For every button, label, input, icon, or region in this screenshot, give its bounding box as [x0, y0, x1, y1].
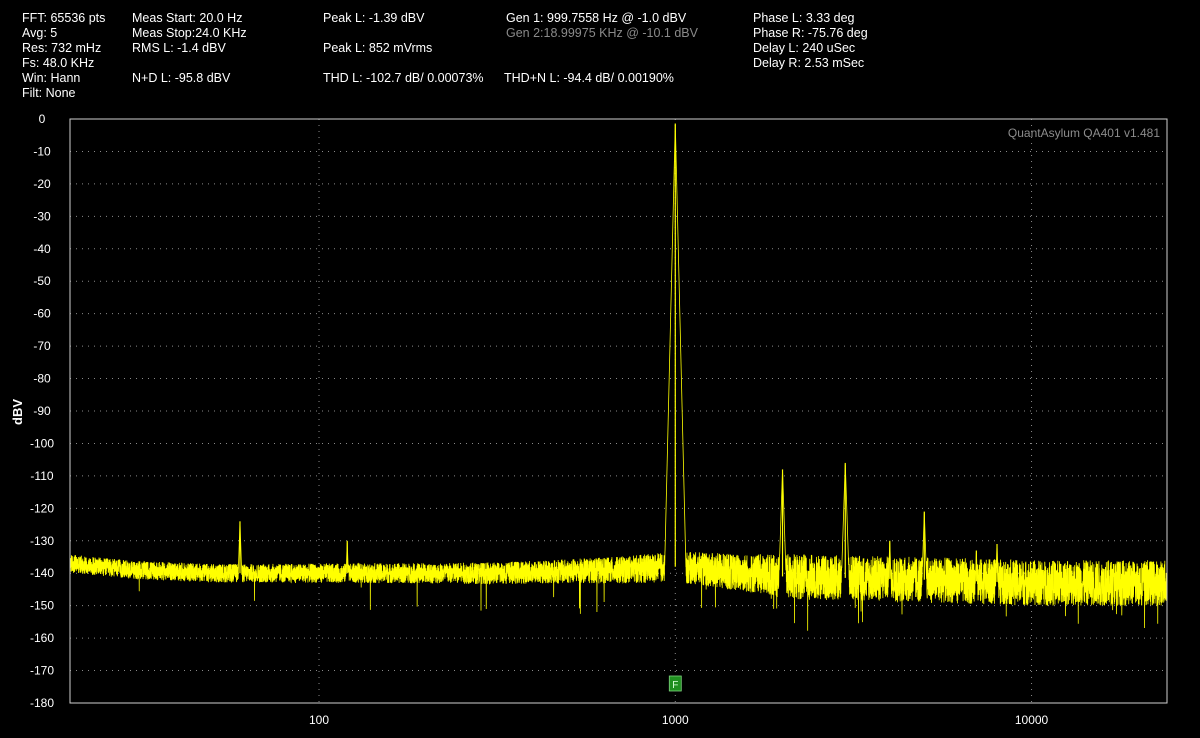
y-tick-label: -100: [30, 436, 54, 450]
brand-label: QuantAsylum QA401 v1.481: [1008, 126, 1160, 140]
phase-right-readout: Phase R: -75.76 deg: [753, 26, 868, 40]
gen1-readout: Gen 1: 999.7558 Hz @ -1.0 dBV: [506, 11, 687, 25]
gen2-readout: Gen 2:18.99975 KHz @ -10.1 dBV: [506, 26, 698, 40]
meas-start-readout: Meas Start: 20.0 Hz: [132, 11, 243, 25]
phase-left-readout: Phase L: 3.33 deg: [753, 11, 855, 25]
plot-frame: [69, 118, 1168, 704]
fft-size-readout: FFT: 65536 pts: [22, 11, 106, 25]
x-tick-label: 1000: [662, 713, 689, 727]
thdn-left-readout: THD+N L: -94.4 dB/ 0.00190%: [504, 71, 674, 85]
y-tick-label: -20: [33, 177, 51, 191]
plot-grid: [70, 118, 1167, 704]
y-tick-label: -110: [30, 469, 53, 483]
y-tick-label: -160: [30, 631, 54, 645]
y-tick-label: -30: [33, 209, 51, 223]
y-tick-label: -90: [33, 404, 51, 418]
rms-left-readout: RMS L: -1.4 dBV: [132, 41, 226, 55]
window-readout: Win: Hann: [22, 71, 81, 85]
marker-box[interactable]: [668, 675, 682, 692]
x-tick-label: 10000: [1015, 713, 1049, 727]
peak-left-mv-readout: Peak L: 852 mVrms: [323, 41, 433, 55]
y-tick-label: -130: [30, 534, 54, 548]
sample-rate-readout: Fs: 48.0 KHz: [22, 56, 95, 70]
y-axis-label: dBV: [10, 399, 25, 425]
y-tick-label: -140: [30, 566, 54, 580]
x-tick-label: 100: [309, 713, 329, 727]
axis-ticks: 0 -10 -20 -30 -40 -50 -60 -70 -80 -90 -100 -110 -120…: [30, 112, 1049, 727]
y-tick-label: 0: [39, 112, 46, 126]
y-tick-label: -80: [33, 372, 51, 386]
delay-right-readout: Delay R: 2.53 mSec: [753, 56, 865, 70]
left-channel-trace: [69, 124, 1168, 631]
filter-readout: Filt: None: [22, 86, 76, 100]
harmonic-peaks: [239, 123, 998, 582]
marker-label: F: [672, 680, 678, 691]
y-tick-label: -180: [30, 696, 54, 710]
y-tick-label: -120: [30, 501, 54, 515]
frequency-marker[interactable]: F: [668, 675, 682, 692]
y-tick-label: -70: [33, 339, 51, 353]
peak-left-dbv-readout: Peak L: -1.39 dBV: [323, 11, 425, 25]
averages-readout: Avg: 5: [22, 26, 58, 40]
y-tick-label: -40: [33, 242, 51, 256]
y-tick-label: -170: [30, 664, 54, 678]
y-tick-label: -150: [30, 599, 54, 613]
thd-left-readout: THD L: -102.7 dB/ 0.00073%: [323, 71, 484, 85]
meas-stop-readout: Meas Stop:24.0 KHz: [132, 26, 247, 40]
delay-left-readout: Delay L: 240 uSec: [753, 41, 856, 55]
noise-distortion-readout: N+D L: -95.8 dBV: [132, 71, 231, 85]
y-tick-label: -50: [33, 274, 51, 288]
resolution-readout: Res: 732 mHz: [22, 41, 102, 55]
y-tick-label: -60: [33, 307, 51, 321]
y-tick-label: -10: [33, 144, 51, 158]
